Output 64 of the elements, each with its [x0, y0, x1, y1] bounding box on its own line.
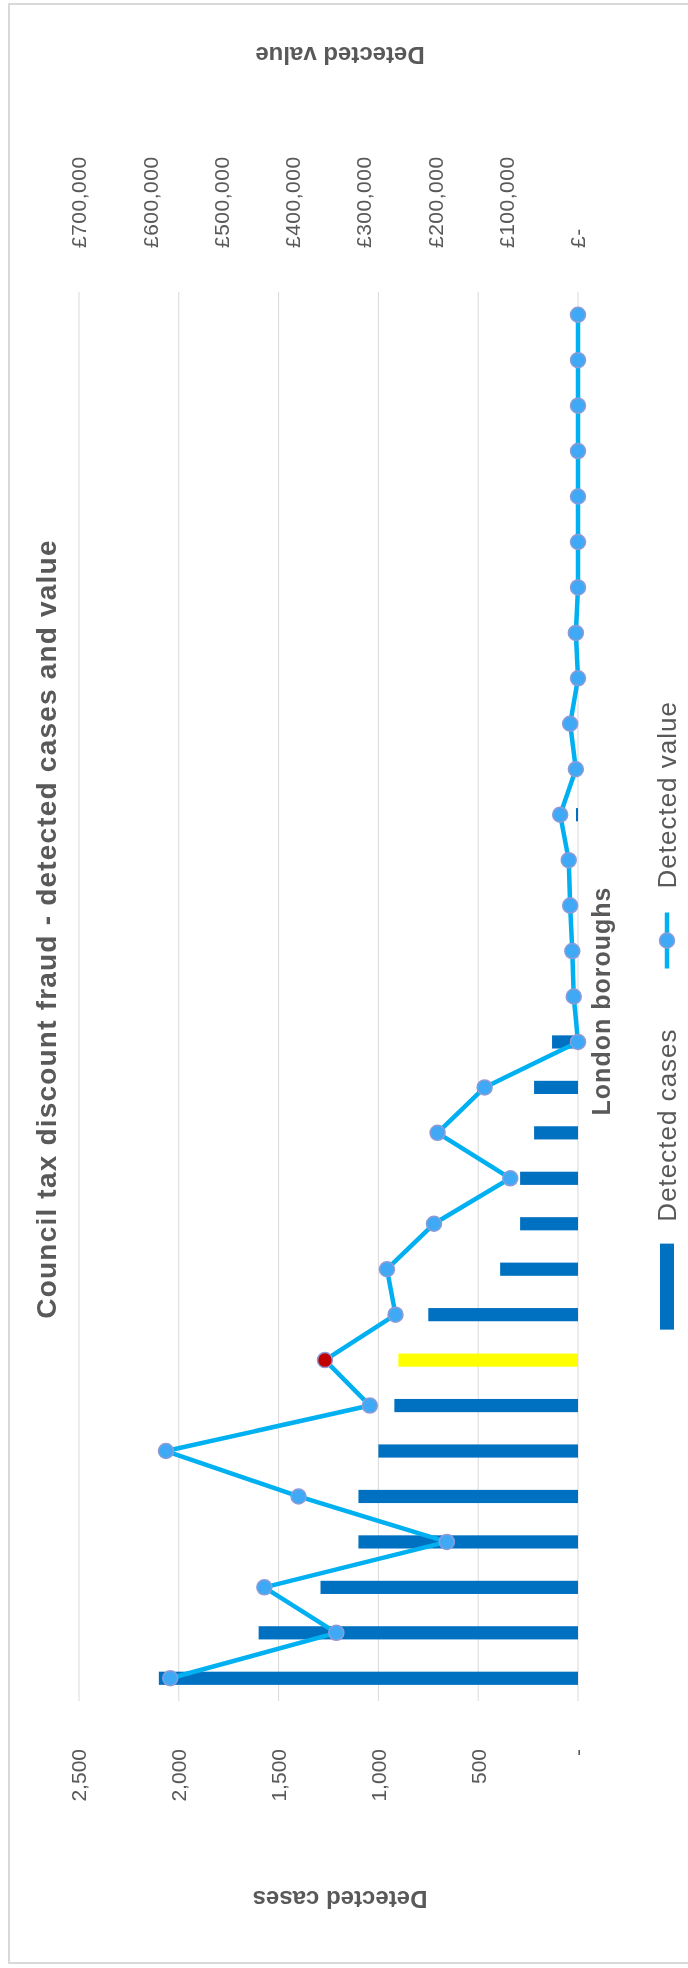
bar	[320, 1580, 578, 1594]
bar	[428, 1308, 578, 1322]
point	[561, 715, 579, 733]
point	[361, 1397, 379, 1414]
point	[162, 1670, 179, 1687]
point	[569, 533, 587, 551]
point	[564, 942, 581, 960]
bar	[534, 1080, 578, 1094]
x-tick-label: 2,500	[67, 1749, 91, 1802]
point	[387, 1306, 404, 1323]
point	[425, 1215, 443, 1233]
x-tick-label: 2,000	[167, 1749, 191, 1802]
point	[561, 897, 579, 914]
point	[569, 579, 587, 596]
x2-tick-label: £200,000	[423, 156, 447, 248]
point	[560, 851, 577, 869]
text: Detected cases	[652, 1028, 683, 1222]
point	[438, 1533, 456, 1551]
point	[378, 1260, 396, 1278]
point	[316, 1351, 334, 1369]
point	[157, 1442, 175, 1460]
bar	[158, 1671, 578, 1685]
point	[429, 1124, 446, 1142]
bar	[520, 1171, 578, 1185]
x-tick-label: 1,500	[266, 1749, 290, 1802]
point	[502, 1170, 519, 1187]
point	[567, 624, 585, 642]
bar	[258, 1626, 578, 1640]
point	[551, 806, 569, 823]
point	[256, 1579, 273, 1596]
point	[328, 1624, 345, 1642]
x-tick-label: 1,000	[366, 1749, 390, 1802]
text: Detected value	[652, 701, 683, 889]
point	[569, 306, 587, 323]
x2-axis-title: Detected value	[255, 41, 425, 69]
bar	[500, 1262, 578, 1276]
point	[567, 760, 585, 778]
x-axis-title: Detected cases	[252, 1885, 428, 1913]
x2-tick-label: £400,000	[281, 156, 305, 248]
bar	[398, 1353, 578, 1367]
bar	[378, 1444, 578, 1458]
point	[569, 351, 587, 369]
bar	[394, 1398, 578, 1413]
point	[569, 488, 587, 505]
x-tick-label: -	[566, 1749, 590, 1756]
bar	[520, 1217, 578, 1231]
point	[569, 397, 587, 414]
point	[569, 442, 587, 460]
x2-tick-label: £100,000	[495, 156, 519, 248]
bar	[358, 1489, 578, 1504]
bar	[534, 1126, 578, 1140]
point	[569, 1033, 587, 1051]
x-tick-label: 500	[466, 1749, 490, 1785]
x2-tick-label: £600,000	[138, 156, 162, 248]
x2-tick-label: £700,000	[67, 156, 91, 248]
x2-tick-label: £300,000	[352, 156, 376, 248]
point	[290, 1488, 307, 1505]
point	[569, 670, 587, 687]
point	[476, 1079, 493, 1096]
text: Council tax discount fraud - detected cases and value	[30, 539, 62, 1319]
y-axis-title: London boroughs	[586, 886, 615, 1116]
x2-tick-label: £500,000	[209, 156, 233, 248]
x2-tick-label: £-	[566, 228, 590, 248]
point	[565, 988, 582, 1005]
